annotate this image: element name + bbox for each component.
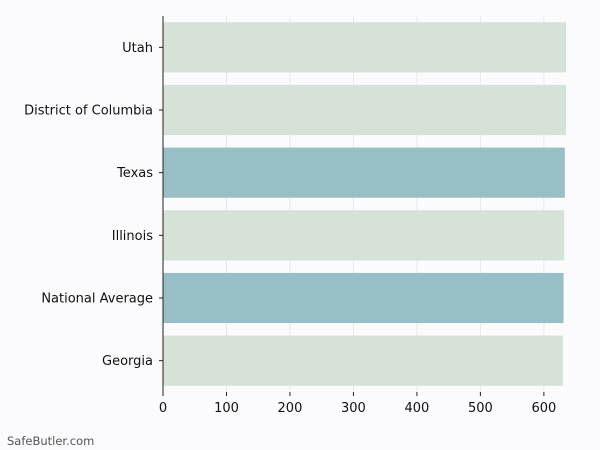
y-tick-label: District of Columbia [24,104,153,119]
bar [163,84,567,136]
bars [163,22,567,386]
grid-lines [162,16,545,392]
y-tick-label: Texas [116,166,153,181]
y-tick-label: Utah [122,41,153,56]
x-tick-label: 500 [468,401,493,416]
y-tick-label: National Average [41,292,153,307]
y-tick-label: Illinois [112,229,153,244]
x-tick-label: 100 [214,401,239,416]
bar [163,147,565,198]
x-tick-label: 0 [159,401,167,416]
axes: Utah District of Columbia Texas Illinois Nat… [24,16,556,416]
y-tick-label: Georgia [102,354,153,369]
x-tick-label: 600 [531,401,556,416]
watermark: SafeButler.com [7,434,95,448]
x-tick-label: 200 [278,401,303,416]
bar [163,210,565,261]
x-tick-label: 400 [405,401,430,416]
bar [163,335,563,386]
x-tick-label: 300 [341,401,366,416]
bar [163,22,567,73]
bar [163,272,564,324]
